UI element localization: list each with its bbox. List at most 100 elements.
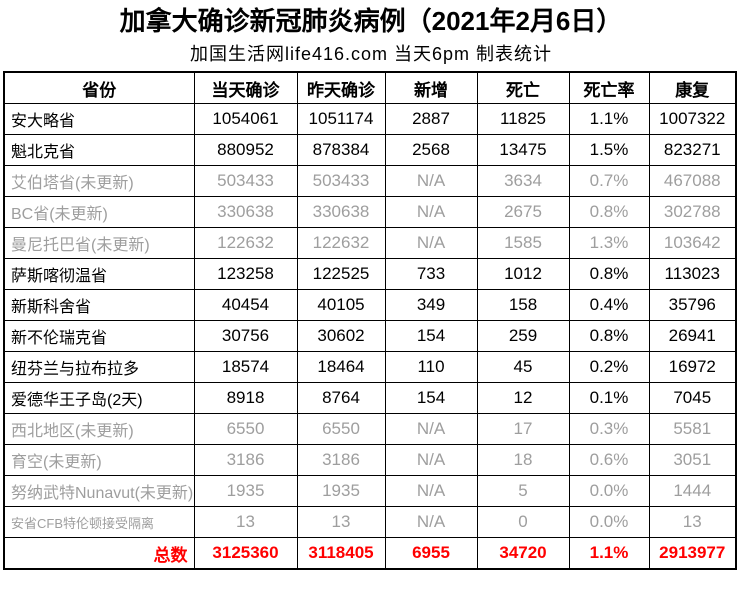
province-cell: 育空(未更新): [3, 444, 195, 476]
province-cell: 努纳武特Nunavut(未更新): [3, 475, 195, 507]
page-subtitle: 加国生活网life416.com 当天6pm 制表统计: [189, 44, 553, 64]
yesterday-cell: 330638: [296, 196, 386, 228]
province-cell: 新不伦瑞克省: [3, 320, 195, 352]
death-rate-cell: 0.7%: [568, 165, 650, 197]
deaths-cell: 1012: [476, 258, 570, 290]
death-rate-cell: 1.3%: [568, 227, 650, 259]
death-rate-cell: 1.1%: [568, 537, 650, 570]
covid-stats-page: 加拿大确诊新冠肺炎病例（2021年2月6日） 加国生活网life416.com …: [0, 5, 742, 570]
new-cases-cell: N/A: [384, 227, 478, 259]
province-cell: 魁北克省: [3, 134, 195, 166]
table-row: BC省(未更新) 330638 330638 N/A 2675 0.8% 302788: [3, 196, 737, 228]
deaths-cell: 45: [476, 351, 570, 383]
header-row: 省份 当天确诊 昨天确诊 新增 死亡 死亡率 康复: [3, 71, 737, 104]
today-cell: 18574: [193, 351, 298, 383]
recovered-cell: 823271: [648, 134, 737, 166]
deaths-cell: 1585: [476, 227, 570, 259]
yesterday-cell: 503433: [296, 165, 386, 197]
covid-table: 省份 当天确诊 昨天确诊 新增 死亡 死亡率 康复 安大略省 1054061 105…: [3, 71, 737, 570]
province-cell: 安大略省: [3, 103, 195, 135]
province-cell: 爱德华王子岛(2天): [3, 382, 195, 414]
today-cell: 13: [193, 506, 298, 538]
column-header-deaths: 死亡: [476, 71, 570, 104]
recovered-cell: 35796: [648, 289, 737, 321]
table-body: 安大略省 1054061 1051174 2887 11825 1.1% 1007322 魁北…: [3, 103, 737, 570]
column-header-today: 当天确诊: [193, 71, 298, 104]
today-cell: 8918: [193, 382, 298, 414]
recovered-cell: 7045: [648, 382, 737, 414]
new-cases-cell: 154: [384, 382, 478, 414]
yesterday-cell: 30602: [296, 320, 386, 352]
new-cases-cell: N/A: [384, 444, 478, 476]
death-rate-cell: 0.8%: [568, 196, 650, 228]
new-cases-cell: 110: [384, 351, 478, 383]
deaths-cell: 2675: [476, 196, 570, 228]
death-rate-cell: 0.1%: [568, 382, 650, 414]
table-header: 省份 当天确诊 昨天确诊 新增 死亡 死亡率 康复: [3, 71, 737, 104]
recovered-cell: 1007322: [648, 103, 737, 135]
province-cell: 安省CFB特伦顿接受隔离: [3, 506, 195, 538]
death-rate-cell: 0.0%: [568, 506, 650, 538]
today-cell: 30756: [193, 320, 298, 352]
table-row: 新斯科舍省 40454 40105 349 158 0.4% 35796: [3, 289, 737, 321]
today-cell: 1935: [193, 475, 298, 507]
new-cases-cell: N/A: [384, 165, 478, 197]
death-rate-cell: 0.6%: [568, 444, 650, 476]
today-cell: 330638: [193, 196, 298, 228]
yesterday-cell: 6550: [296, 413, 386, 445]
table-row: 努纳武特Nunavut(未更新) 1935 1935 N/A 5 0.0% 1444: [3, 475, 737, 507]
table-row: 纽芬兰与拉布拉多 18574 18464 110 45 0.2% 16972: [3, 351, 737, 383]
yesterday-cell: 878384: [296, 134, 386, 166]
new-cases-cell: N/A: [384, 475, 478, 507]
recovered-cell: 2913977: [648, 537, 737, 570]
recovered-cell: 113023: [648, 258, 737, 290]
province-cell: 西北地区(未更新): [3, 413, 195, 445]
province-cell: 萨斯喀彻温省: [3, 258, 195, 290]
new-cases-cell: N/A: [384, 413, 478, 445]
page-title: 加拿大确诊新冠肺炎病例（2021年2月6日）: [119, 6, 623, 36]
table-row: 西北地区(未更新) 6550 6550 N/A 17 0.3% 5581: [3, 413, 737, 445]
table-row: 育空(未更新) 3186 3186 N/A 18 0.6% 3051: [3, 444, 737, 476]
death-rate-cell: 0.8%: [568, 320, 650, 352]
today-cell: 503433: [193, 165, 298, 197]
new-cases-cell: N/A: [384, 196, 478, 228]
recovered-cell: 3051: [648, 444, 737, 476]
today-cell: 40454: [193, 289, 298, 321]
province-cell: 纽芬兰与拉布拉多: [3, 351, 195, 383]
table-row: 新不伦瑞克省 30756 30602 154 259 0.8% 26941: [3, 320, 737, 352]
yesterday-cell: 13: [296, 506, 386, 538]
deaths-cell: 5: [476, 475, 570, 507]
deaths-cell: 3634: [476, 165, 570, 197]
recovered-cell: 16972: [648, 351, 737, 383]
death-rate-cell: 0.2%: [568, 351, 650, 383]
yesterday-cell: 3118405: [296, 537, 386, 570]
table-row: 曼尼托巴省(未更新) 122632 122632 N/A 1585 1.3% 103642: [3, 227, 737, 259]
deaths-cell: 158: [476, 289, 570, 321]
deaths-cell: 12: [476, 382, 570, 414]
table-row: 魁北克省 880952 878384 2568 13475 1.5% 823271: [3, 134, 737, 166]
today-cell: 6550: [193, 413, 298, 445]
deaths-cell: 13475: [476, 134, 570, 166]
province-cell: 总数: [3, 537, 195, 570]
province-cell: 新斯科舍省: [3, 289, 195, 321]
column-header-recovered: 康复: [648, 71, 737, 104]
today-cell: 122632: [193, 227, 298, 259]
recovered-cell: 103642: [648, 227, 737, 259]
death-rate-cell: 1.1%: [568, 103, 650, 135]
death-rate-cell: 0.3%: [568, 413, 650, 445]
column-header-province: 省份: [3, 71, 195, 104]
new-cases-cell: N/A: [384, 506, 478, 538]
table-row: 安大略省 1054061 1051174 2887 11825 1.1% 1007322: [3, 103, 737, 135]
column-header-new: 新增: [384, 71, 478, 104]
recovered-cell: 5581: [648, 413, 737, 445]
yesterday-cell: 1935: [296, 475, 386, 507]
today-cell: 1054061: [193, 103, 298, 135]
yesterday-cell: 122632: [296, 227, 386, 259]
deaths-cell: 18: [476, 444, 570, 476]
today-cell: 3186: [193, 444, 298, 476]
death-rate-cell: 0.0%: [568, 475, 650, 507]
today-cell: 123258: [193, 258, 298, 290]
recovered-cell: 467088: [648, 165, 737, 197]
new-cases-cell: 349: [384, 289, 478, 321]
recovered-cell: 1444: [648, 475, 737, 507]
